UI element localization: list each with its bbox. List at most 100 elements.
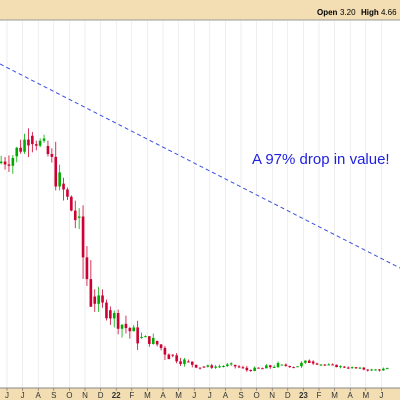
x-tick-label: F xyxy=(317,391,322,400)
x-tick-label: S xyxy=(238,391,243,400)
candle-body xyxy=(319,364,323,366)
x-tick-label: 23 xyxy=(299,391,308,400)
candle xyxy=(171,354,175,358)
candle-body xyxy=(7,164,11,166)
candle xyxy=(241,365,245,369)
candle-body xyxy=(105,302,108,319)
candle xyxy=(148,336,151,347)
candle-body xyxy=(346,367,350,369)
candle xyxy=(304,360,307,364)
x-axis-strip xyxy=(0,388,400,400)
candle-body xyxy=(132,327,136,332)
candle xyxy=(366,369,370,372)
candle-body xyxy=(229,363,233,365)
candle xyxy=(144,335,147,338)
candle xyxy=(268,364,272,369)
x-tick-label: S xyxy=(51,391,56,400)
candle xyxy=(358,366,362,369)
candle xyxy=(179,357,182,367)
candle xyxy=(284,363,288,367)
candle-body xyxy=(77,216,81,218)
x-tick-label: N xyxy=(82,391,88,400)
candle xyxy=(31,131,34,153)
candle xyxy=(116,309,120,335)
candle-body xyxy=(261,368,264,370)
candle xyxy=(101,289,104,308)
chart-annotation: A 97% drop in value! xyxy=(252,151,390,168)
candle xyxy=(323,364,327,366)
candle-body xyxy=(385,368,389,370)
x-tick-label: O xyxy=(253,391,259,400)
candle-body xyxy=(73,210,77,221)
candle-body xyxy=(93,296,97,304)
candle xyxy=(77,208,81,230)
candle xyxy=(307,359,311,364)
candle-body xyxy=(42,138,46,141)
candle-body xyxy=(155,340,159,345)
candle xyxy=(315,362,319,366)
candle-body xyxy=(272,366,276,368)
candle-body xyxy=(257,367,260,369)
candle xyxy=(346,366,350,370)
candle-body xyxy=(327,364,331,366)
candle xyxy=(339,365,342,369)
x-tick-label: J xyxy=(379,391,383,400)
candle-body xyxy=(307,360,311,363)
candle xyxy=(370,368,373,372)
candle xyxy=(237,365,241,369)
candle xyxy=(46,140,50,157)
candle xyxy=(3,157,7,170)
candle xyxy=(7,155,11,172)
candle xyxy=(81,205,85,279)
candle xyxy=(85,246,89,286)
candle-body xyxy=(151,337,155,344)
candle xyxy=(350,366,354,369)
candle xyxy=(362,366,366,371)
grid-lines xyxy=(6,21,382,388)
candle xyxy=(163,345,167,360)
candle xyxy=(155,340,159,347)
candles xyxy=(0,128,389,372)
candle-body xyxy=(366,369,370,371)
candle-body xyxy=(116,313,120,329)
x-tick-label: A xyxy=(223,391,229,400)
candle-body xyxy=(190,361,194,365)
candle xyxy=(109,306,112,325)
candle xyxy=(159,344,163,351)
x-tick-label: J xyxy=(208,391,212,400)
candle xyxy=(214,365,217,369)
candle xyxy=(27,128,30,158)
candle-body xyxy=(187,361,190,363)
candle xyxy=(54,141,58,191)
candle xyxy=(311,360,315,365)
candle-body xyxy=(237,366,241,368)
candle-body xyxy=(343,366,346,368)
candle-body xyxy=(109,310,112,319)
candle xyxy=(261,367,264,370)
candle xyxy=(187,359,190,363)
candle xyxy=(229,362,233,366)
candle-body xyxy=(296,366,299,368)
candle xyxy=(319,364,323,366)
candle xyxy=(136,320,139,350)
candle-body xyxy=(167,354,171,360)
candle-body xyxy=(120,324,124,329)
candle xyxy=(62,177,65,201)
candle-body xyxy=(233,364,237,367)
candle xyxy=(120,324,124,338)
candle xyxy=(190,361,194,368)
candle-body xyxy=(70,196,73,211)
candle-body xyxy=(350,367,354,369)
candle xyxy=(233,364,237,369)
candle-body xyxy=(31,135,34,145)
candle-body xyxy=(128,328,132,332)
candle-body xyxy=(140,336,143,338)
candle xyxy=(210,363,214,369)
candle-body xyxy=(378,369,381,371)
open-label: Open xyxy=(317,8,338,17)
candle-body xyxy=(292,367,295,369)
candle xyxy=(288,365,292,368)
candle-body xyxy=(304,360,307,363)
open-value: 3.20 xyxy=(340,8,356,17)
candle-body xyxy=(27,139,30,146)
